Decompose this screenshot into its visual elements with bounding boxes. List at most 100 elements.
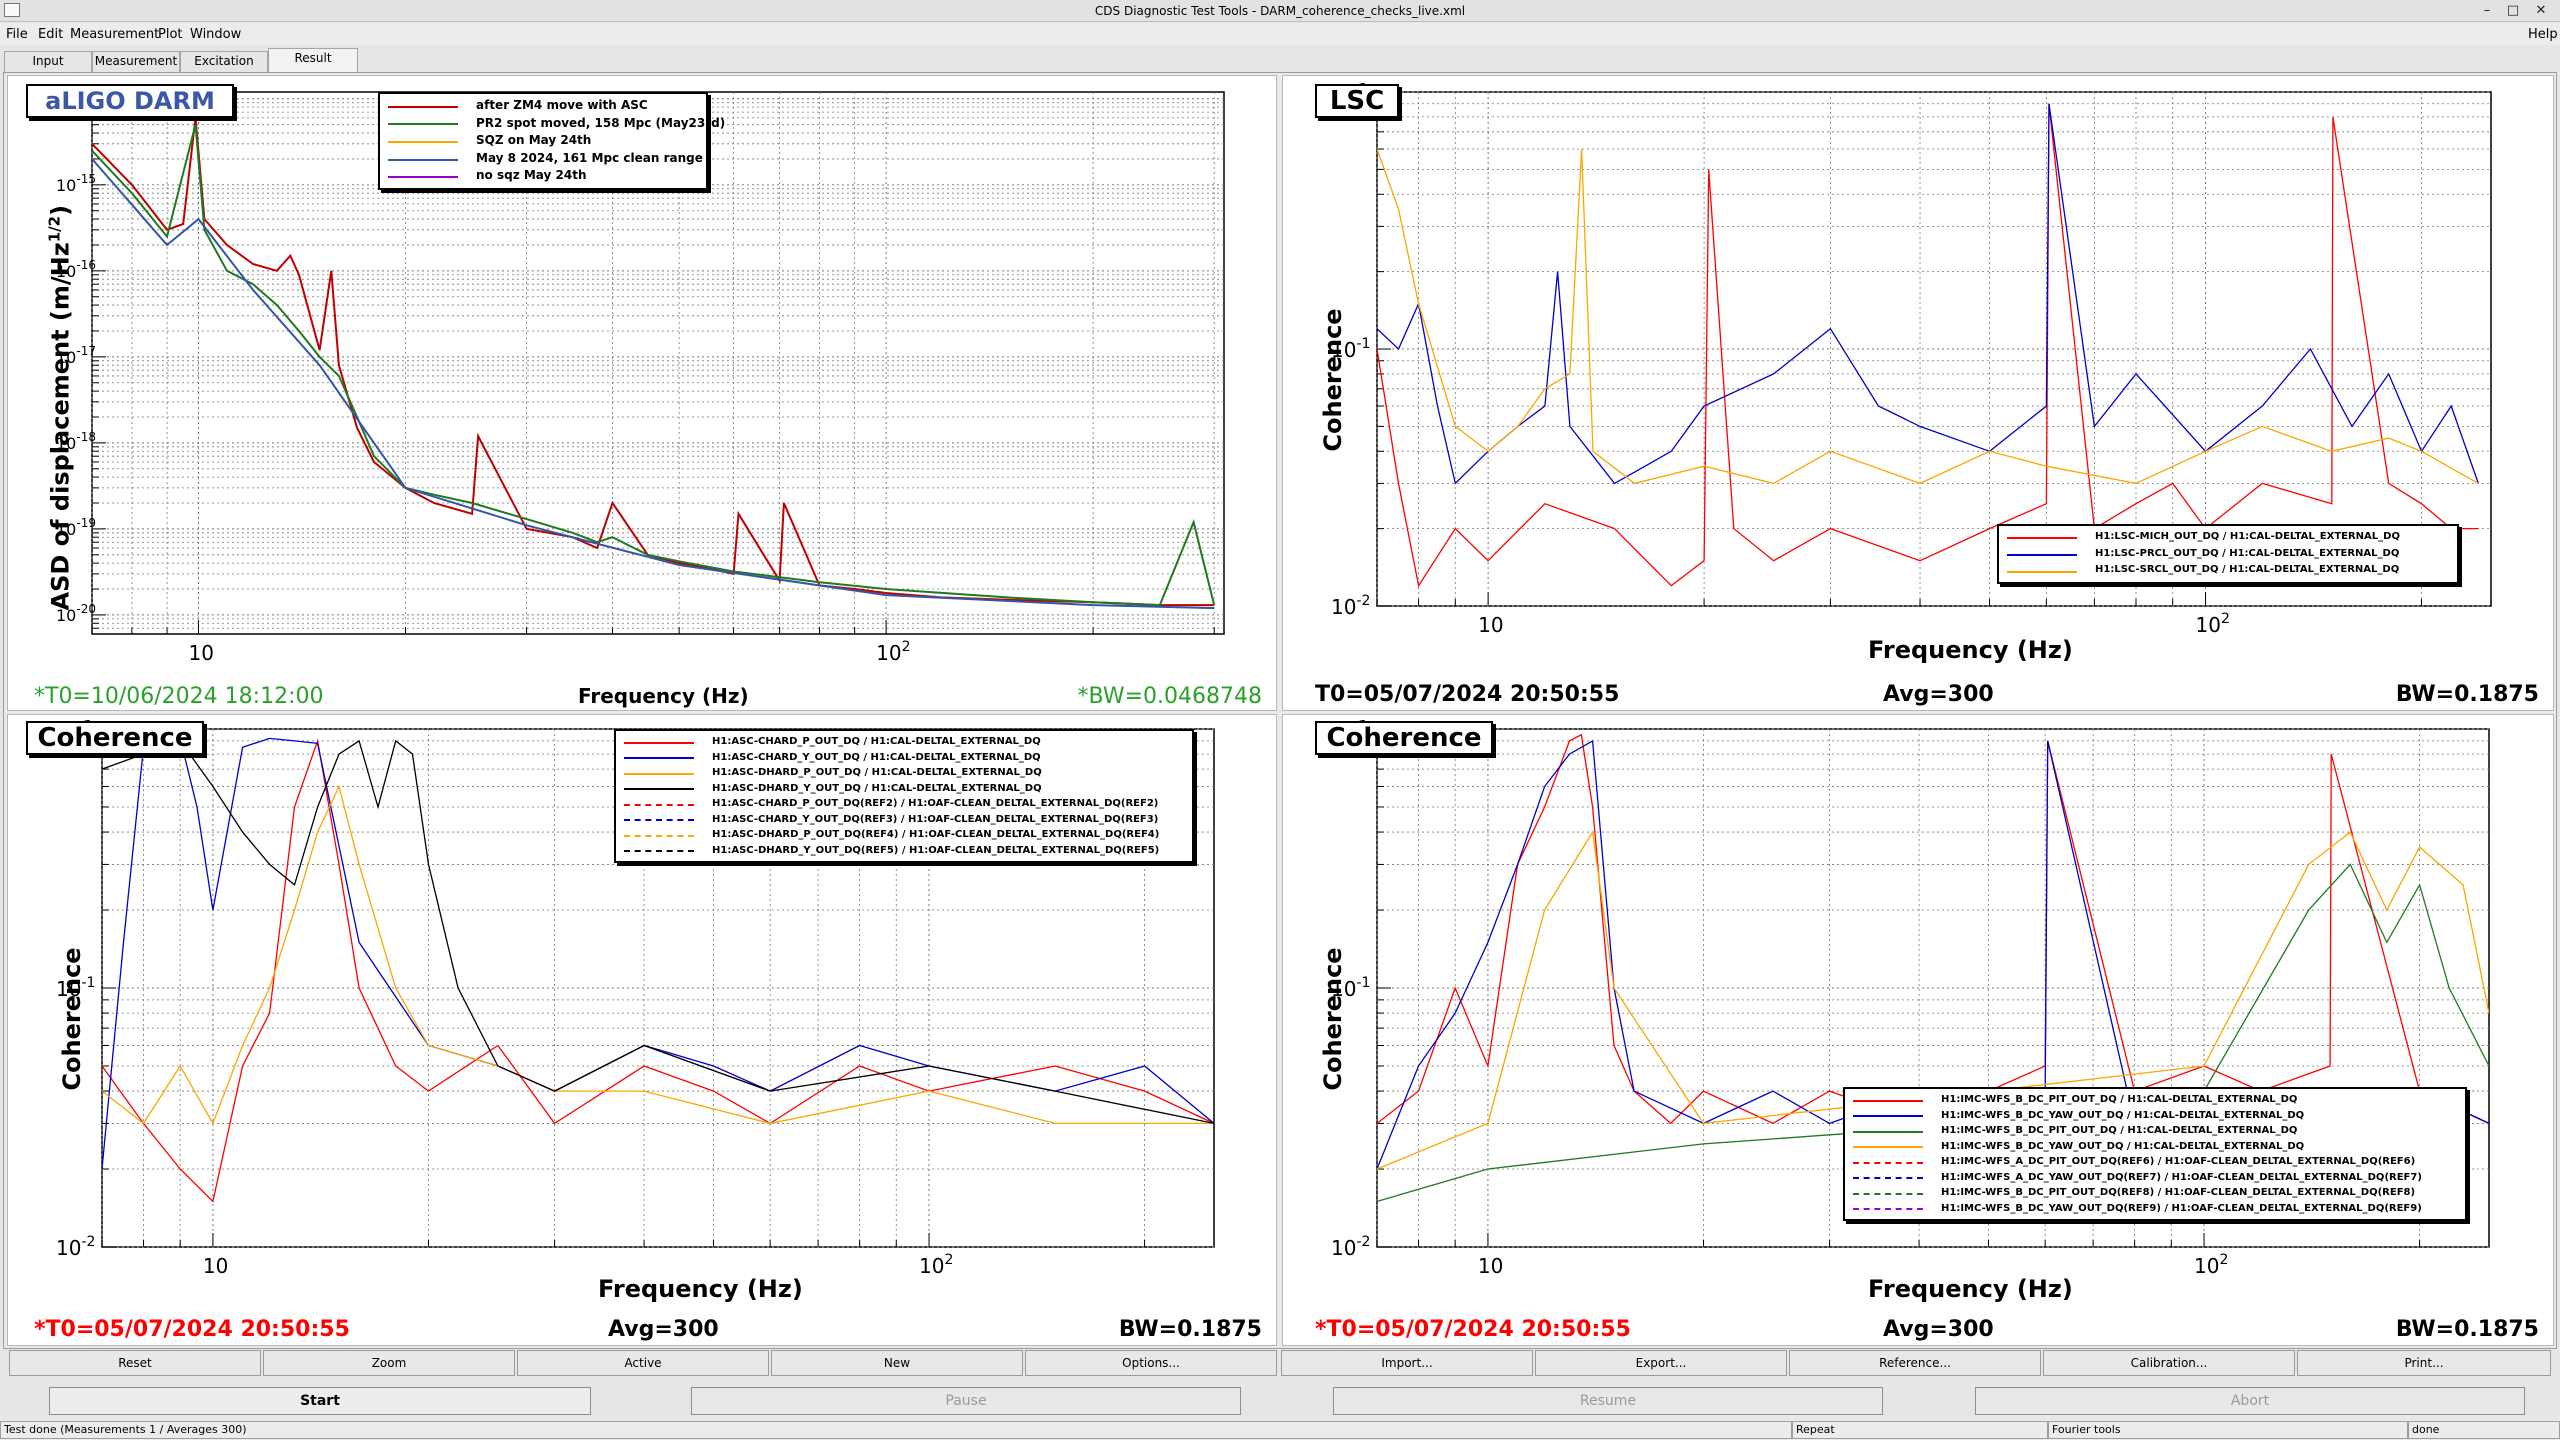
x-tick-label: 102 [2196,611,2230,637]
legend-swatch [2007,553,2077,556]
legend-entry: after ZM4 move with ASC [380,97,706,115]
print-button[interactable]: Print... [2297,1350,2551,1376]
legend-entry: May 8 2024, 161 Mpc clean range [380,150,706,168]
legend-label: H1:IMC-WFS_B_DC_PIT_OUT_DQ / H1:CAL-DELT… [1941,1094,2298,1105]
plot-pad-imc-coherence[interactable]: 10102110-110-2 Coherence Coherence Frequ… [1282,714,2554,1346]
x-axis-label: Frequency (Hz) [578,684,749,708]
status-fourier: Fourier tools [2048,1421,2408,1439]
tab-excitation[interactable]: Excitation [180,51,268,72]
legend-label: H1:IMC-WFS_B_DC_PIT_OUT_DQ(REF8) / H1:OA… [1941,1187,2416,1198]
legend-label: H1:LSC-SRCL_OUT_DQ / H1:CAL-DELTAL_EXTER… [2095,564,2400,576]
app-icon [4,3,20,17]
menu-window[interactable]: Window [190,27,242,42]
series-line-1 [92,124,1216,607]
legend-swatch [2007,537,2077,540]
menu-measurement[interactable]: Measurement [70,27,160,42]
menu-edit[interactable]: Edit [38,27,64,42]
legend-label: H1:ASC-CHARD_P_OUT_DQ(REF2) / H1:OAF-CLE… [712,798,1159,809]
reset-button[interactable]: Reset [9,1350,261,1376]
plot-pad-darm[interactable]: 1010210-1410-1510-1610-1710-1810-1910-20… [7,75,1277,711]
plot-legend[interactable]: H1:ASC-CHARD_P_OUT_DQ / H1:CAL-DELTAL_EX… [614,729,1194,863]
run-control-bar: Start Pause Resume Abort [3,1387,2557,1417]
active-button[interactable]: Active [517,1350,769,1376]
series-line-0 [1377,103,2479,588]
legend-swatch [1853,1130,1923,1133]
plot-pad-asc-coherence[interactable]: 10102110-110-2 Coherence Coherence Frequ… [7,714,1277,1346]
options-button[interactable]: Options... [1025,1350,1277,1376]
tab-result[interactable]: Result [268,48,358,72]
series-line-3 [92,158,1215,610]
legend-entry: no sqz May 24th [380,167,706,185]
plot-pad-lsc[interactable]: 10102110-110-2 LSC Coherence Frequency (… [1282,75,2554,711]
legend-label: H1:LSC-MICH_OUT_DQ / H1:CAL-DELTAL_EXTER… [2095,531,2400,542]
plot-legend[interactable]: after ZM4 move with ASC PR2 spot moved, 1… [378,92,725,190]
start-button[interactable]: Start [49,1387,591,1415]
legend-swatch [624,757,694,760]
y-tick-label: 10-2 [1331,1234,1370,1260]
legend-label: H1:ASC-CHARD_Y_OUT_DQ / H1:CAL-DELTAL_EX… [712,751,1041,763]
y-tick-label: 10-2 [1331,593,1370,619]
menu-plot[interactable]: Plot [158,27,183,42]
legend-entry: H1:IMC-WFS_B_DC_YAW_OUT_DQ(REF9) / H1:OA… [1845,1201,2465,1217]
status-repeat: Repeat [1792,1421,2048,1439]
y-tick-label: 10-15 [56,172,96,195]
close-icon[interactable]: ✕ [2535,3,2547,18]
avg-label: Avg=300 [1883,1317,1994,1342]
legend-swatch [624,788,694,791]
legend-swatch [624,803,694,806]
pause-button[interactable]: Pause [691,1387,1241,1415]
zoom-button[interactable]: Zoom [263,1350,515,1376]
x-tick-label: 102 [2194,1252,2228,1278]
legend-swatch [1853,1115,1923,1118]
menu-file[interactable]: File [6,27,28,42]
result-area: 1010210-1410-1510-1610-1710-1810-1910-20… [3,72,2557,1349]
reference-button[interactable]: Reference... [1789,1350,2041,1376]
x-tick-label: 10 [189,641,214,665]
import-button[interactable]: Import... [1281,1350,1533,1376]
legend-entry: H1:ASC-CHARD_P_OUT_DQ(REF2) / H1:OAF-CLE… [616,796,1192,812]
legend-swatch [2007,570,2077,573]
legend-swatch [1853,1208,1923,1211]
calibration-button[interactable]: Calibration... [2043,1350,2295,1376]
legend-label: H1:IMC-WFS_A_DC_YAW_OUT_DQ(REF7) / H1:OA… [1941,1171,2422,1183]
avg-label: Avg=300 [608,1317,719,1342]
x-tick-label: 102 [919,1252,953,1278]
legend-label: H1:IMC-WFS_B_DC_YAW_OUT_DQ / H1:CAL-DELT… [1941,1109,2305,1121]
legend-label: H1:IMC-WFS_B_DC_YAW_OUT_DQ(REF9) / H1:OA… [1941,1202,2422,1214]
legend-swatch [1853,1177,1923,1180]
tab-measurement[interactable]: Measurement [92,51,180,72]
plot-legend[interactable]: H1:IMC-WFS_B_DC_PIT_OUT_DQ / H1:CAL-DELT… [1843,1087,2467,1221]
menu-help[interactable]: Help [2528,27,2558,42]
plot-legend[interactable]: H1:LSC-MICH_OUT_DQ / H1:CAL-DELTAL_EXTER… [1997,524,2459,584]
legend-entry: H1:ASC-CHARD_Y_OUT_DQ / H1:CAL-DELTAL_EX… [616,750,1192,766]
new-button[interactable]: New [771,1350,1023,1376]
legend-label: after ZM4 move with ASC [476,98,648,112]
x-axis-label: Frequency (Hz) [598,1275,803,1303]
legend-swatch [624,741,694,744]
legend-entry: H1:ASC-DHARD_Y_OUT_DQ(REF5) / H1:OAF-CLE… [616,843,1192,859]
bw-label: BW=0.1875 [2395,1317,2539,1342]
legend-swatch [624,850,694,853]
legend-swatch [624,819,694,822]
minimize-icon[interactable]: – [2483,3,2491,18]
series-line-2 [1377,148,2479,485]
legend-swatch [1853,1099,1923,1102]
bw-label: BW=0.1875 [2395,682,2539,707]
legend-entry: PR2 spot moved, 158 Mpc (May23rd) [380,115,725,133]
imc-coherence-chart: 10102110-110-2 [1331,716,2490,1278]
resume-button[interactable]: Resume [1333,1387,1883,1415]
y-axis-label: Coherence [58,947,86,1091]
export-button[interactable]: Export... [1535,1350,1787,1376]
maximize-icon[interactable]: □ [2506,3,2520,18]
series-line-2 [102,784,1214,1125]
tab-bar: Input Measurement Excitation Result [0,48,2560,72]
legend-entry: H1:ASC-DHARD_Y_OUT_DQ / H1:CAL-DELTAL_EX… [616,781,1192,797]
legend-entry: H1:IMC-WFS_A_DC_PIT_OUT_DQ(REF6) / H1:OA… [1845,1154,2465,1170]
t0-label: T0=05/07/2024 20:50:55 [1315,682,1620,707]
plot-title: LSC [1315,84,1399,118]
series-line-2 [1377,863,2489,1203]
legend-entry: H1:LSC-SRCL_OUT_DQ / H1:CAL-DELTAL_EXTER… [1999,562,2457,579]
tab-input[interactable]: Input [4,51,92,72]
abort-button[interactable]: Abort [1975,1387,2525,1415]
plot-title: Coherence [1315,721,1493,755]
